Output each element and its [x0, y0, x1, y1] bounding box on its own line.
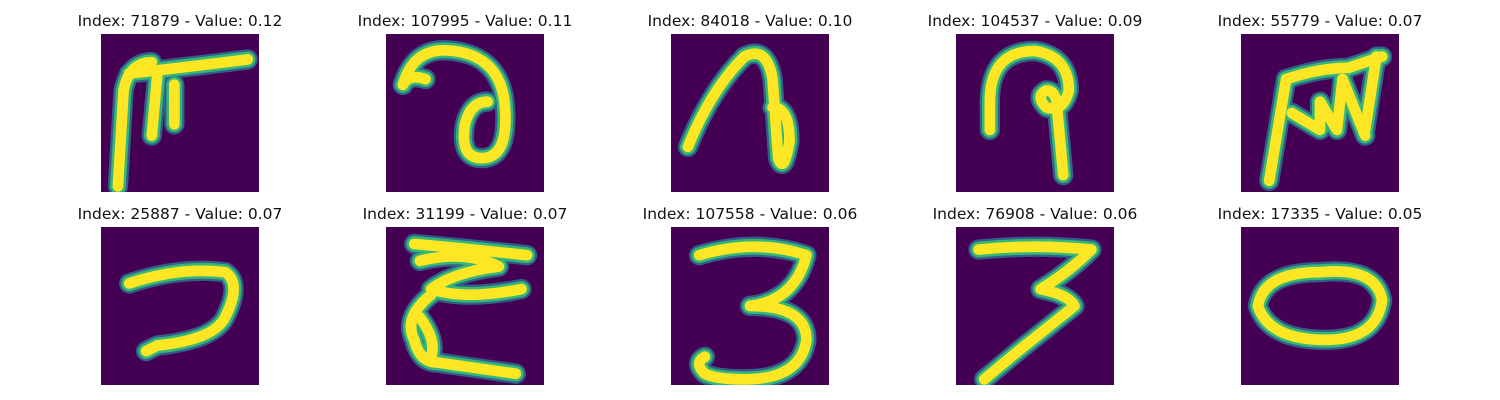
character-image [956, 227, 1114, 385]
glyph-stroke [682, 48, 795, 170]
panel-title: Index: 71879 - Value: 0.12 [77, 12, 283, 30]
glyph-stroke [123, 54, 254, 79]
glyph-stroke [408, 238, 533, 261]
glyph-stroke [123, 265, 239, 357]
glyph-stroke [693, 241, 812, 385]
glyph-stroke [1263, 73, 1292, 187]
character-image [1241, 34, 1399, 192]
glyph-stroke [1252, 266, 1388, 346]
panel-title: Index: 25887 - Value: 0.07 [77, 205, 283, 223]
glyph-stroke [1286, 73, 1348, 136]
character-image [671, 34, 829, 192]
character-image [101, 34, 259, 192]
glyph-stroke [405, 289, 522, 380]
panel-title: Index: 84018 - Value: 0.10 [647, 12, 853, 30]
panel-title: Index: 107995 - Value: 0.11 [357, 12, 573, 30]
glyph-stroke [1359, 51, 1382, 136]
panel-title: Index: 104537 - Value: 0.09 [927, 12, 1143, 30]
panel-title: Index: 31199 - Value: 0.07 [362, 205, 568, 223]
character-image [1241, 227, 1399, 385]
panel-title: Index: 76908 - Value: 0.06 [932, 205, 1138, 223]
panel-title: Index: 17335 - Value: 0.05 [1217, 205, 1423, 223]
panel-title: Index: 107558 - Value: 0.06 [642, 205, 858, 223]
character-image [386, 34, 544, 192]
character-image [386, 227, 544, 385]
glyph-stroke [984, 45, 1075, 181]
panel-title: Index: 55779 - Value: 0.07 [1217, 12, 1423, 30]
glyph-stroke [397, 44, 511, 164]
character-image [101, 227, 259, 385]
character-image [671, 227, 829, 385]
glyph-stroke [973, 241, 1097, 385]
glyph-stroke [1280, 51, 1388, 85]
character-image [956, 34, 1114, 192]
glyph-stroke [414, 311, 438, 363]
glyph-stroke [414, 250, 527, 301]
glyph-stroke [397, 71, 431, 91]
glyph-stroke [146, 68, 163, 141]
